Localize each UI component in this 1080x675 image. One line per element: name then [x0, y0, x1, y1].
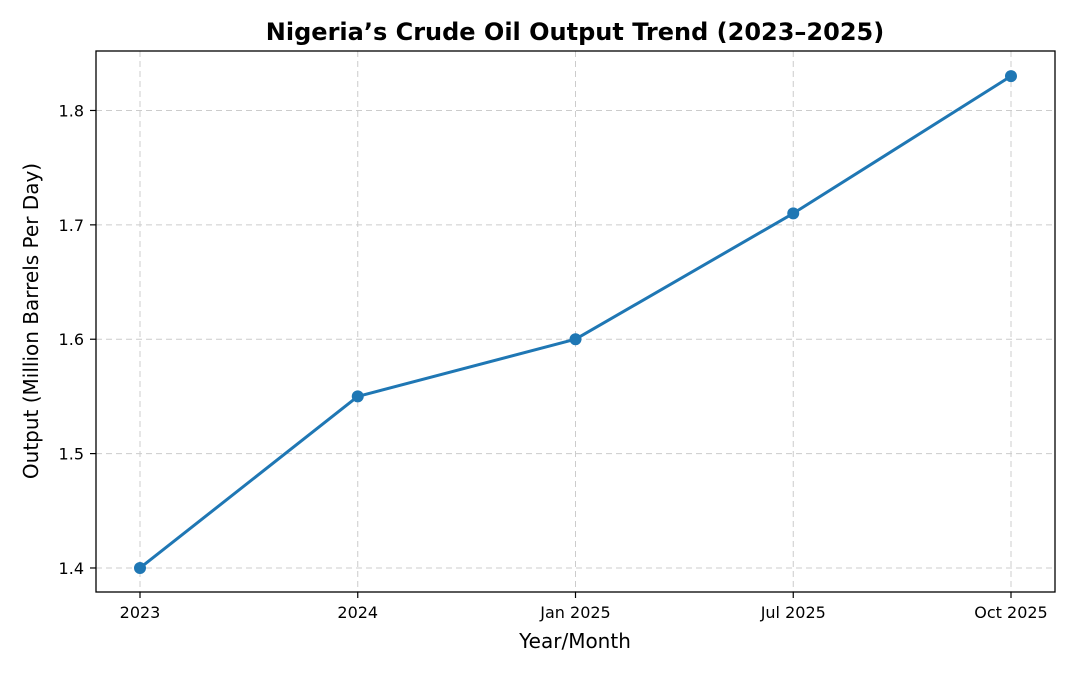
grid-lines [96, 51, 1055, 592]
y-tick-label: 1.5 [59, 445, 84, 464]
chart-title: Nigeria’s Crude Oil Output Trend (2023–2… [266, 18, 884, 46]
x-tick-label: Oct 2025 [974, 603, 1047, 622]
x-tick-label: Jan 2025 [539, 603, 610, 622]
x-tick-label: Jul 2025 [760, 603, 826, 622]
y-tick-label: 1.6 [59, 330, 84, 349]
series-layer [134, 70, 1017, 574]
y-axis: 1.4 1.5 1.6 1.7 1.8 [59, 101, 96, 578]
data-point [134, 561, 146, 574]
y-axis-label: Output (Million Barrels Per Day) [19, 163, 43, 479]
data-point [351, 390, 364, 403]
x-axis: 2023 2024 Jan 2025 Jul 2025 Oct 2025 [120, 592, 1048, 622]
data-point [569, 333, 582, 346]
data-point [1005, 70, 1017, 83]
x-tick-label: 2024 [337, 603, 378, 622]
y-tick-label: 1.4 [59, 559, 84, 578]
x-axis-label: Year/Month [518, 629, 631, 653]
x-tick-label: 2023 [120, 603, 161, 622]
y-tick-label: 1.7 [59, 216, 84, 235]
data-point [787, 207, 800, 220]
y-tick-label: 1.8 [59, 101, 84, 120]
